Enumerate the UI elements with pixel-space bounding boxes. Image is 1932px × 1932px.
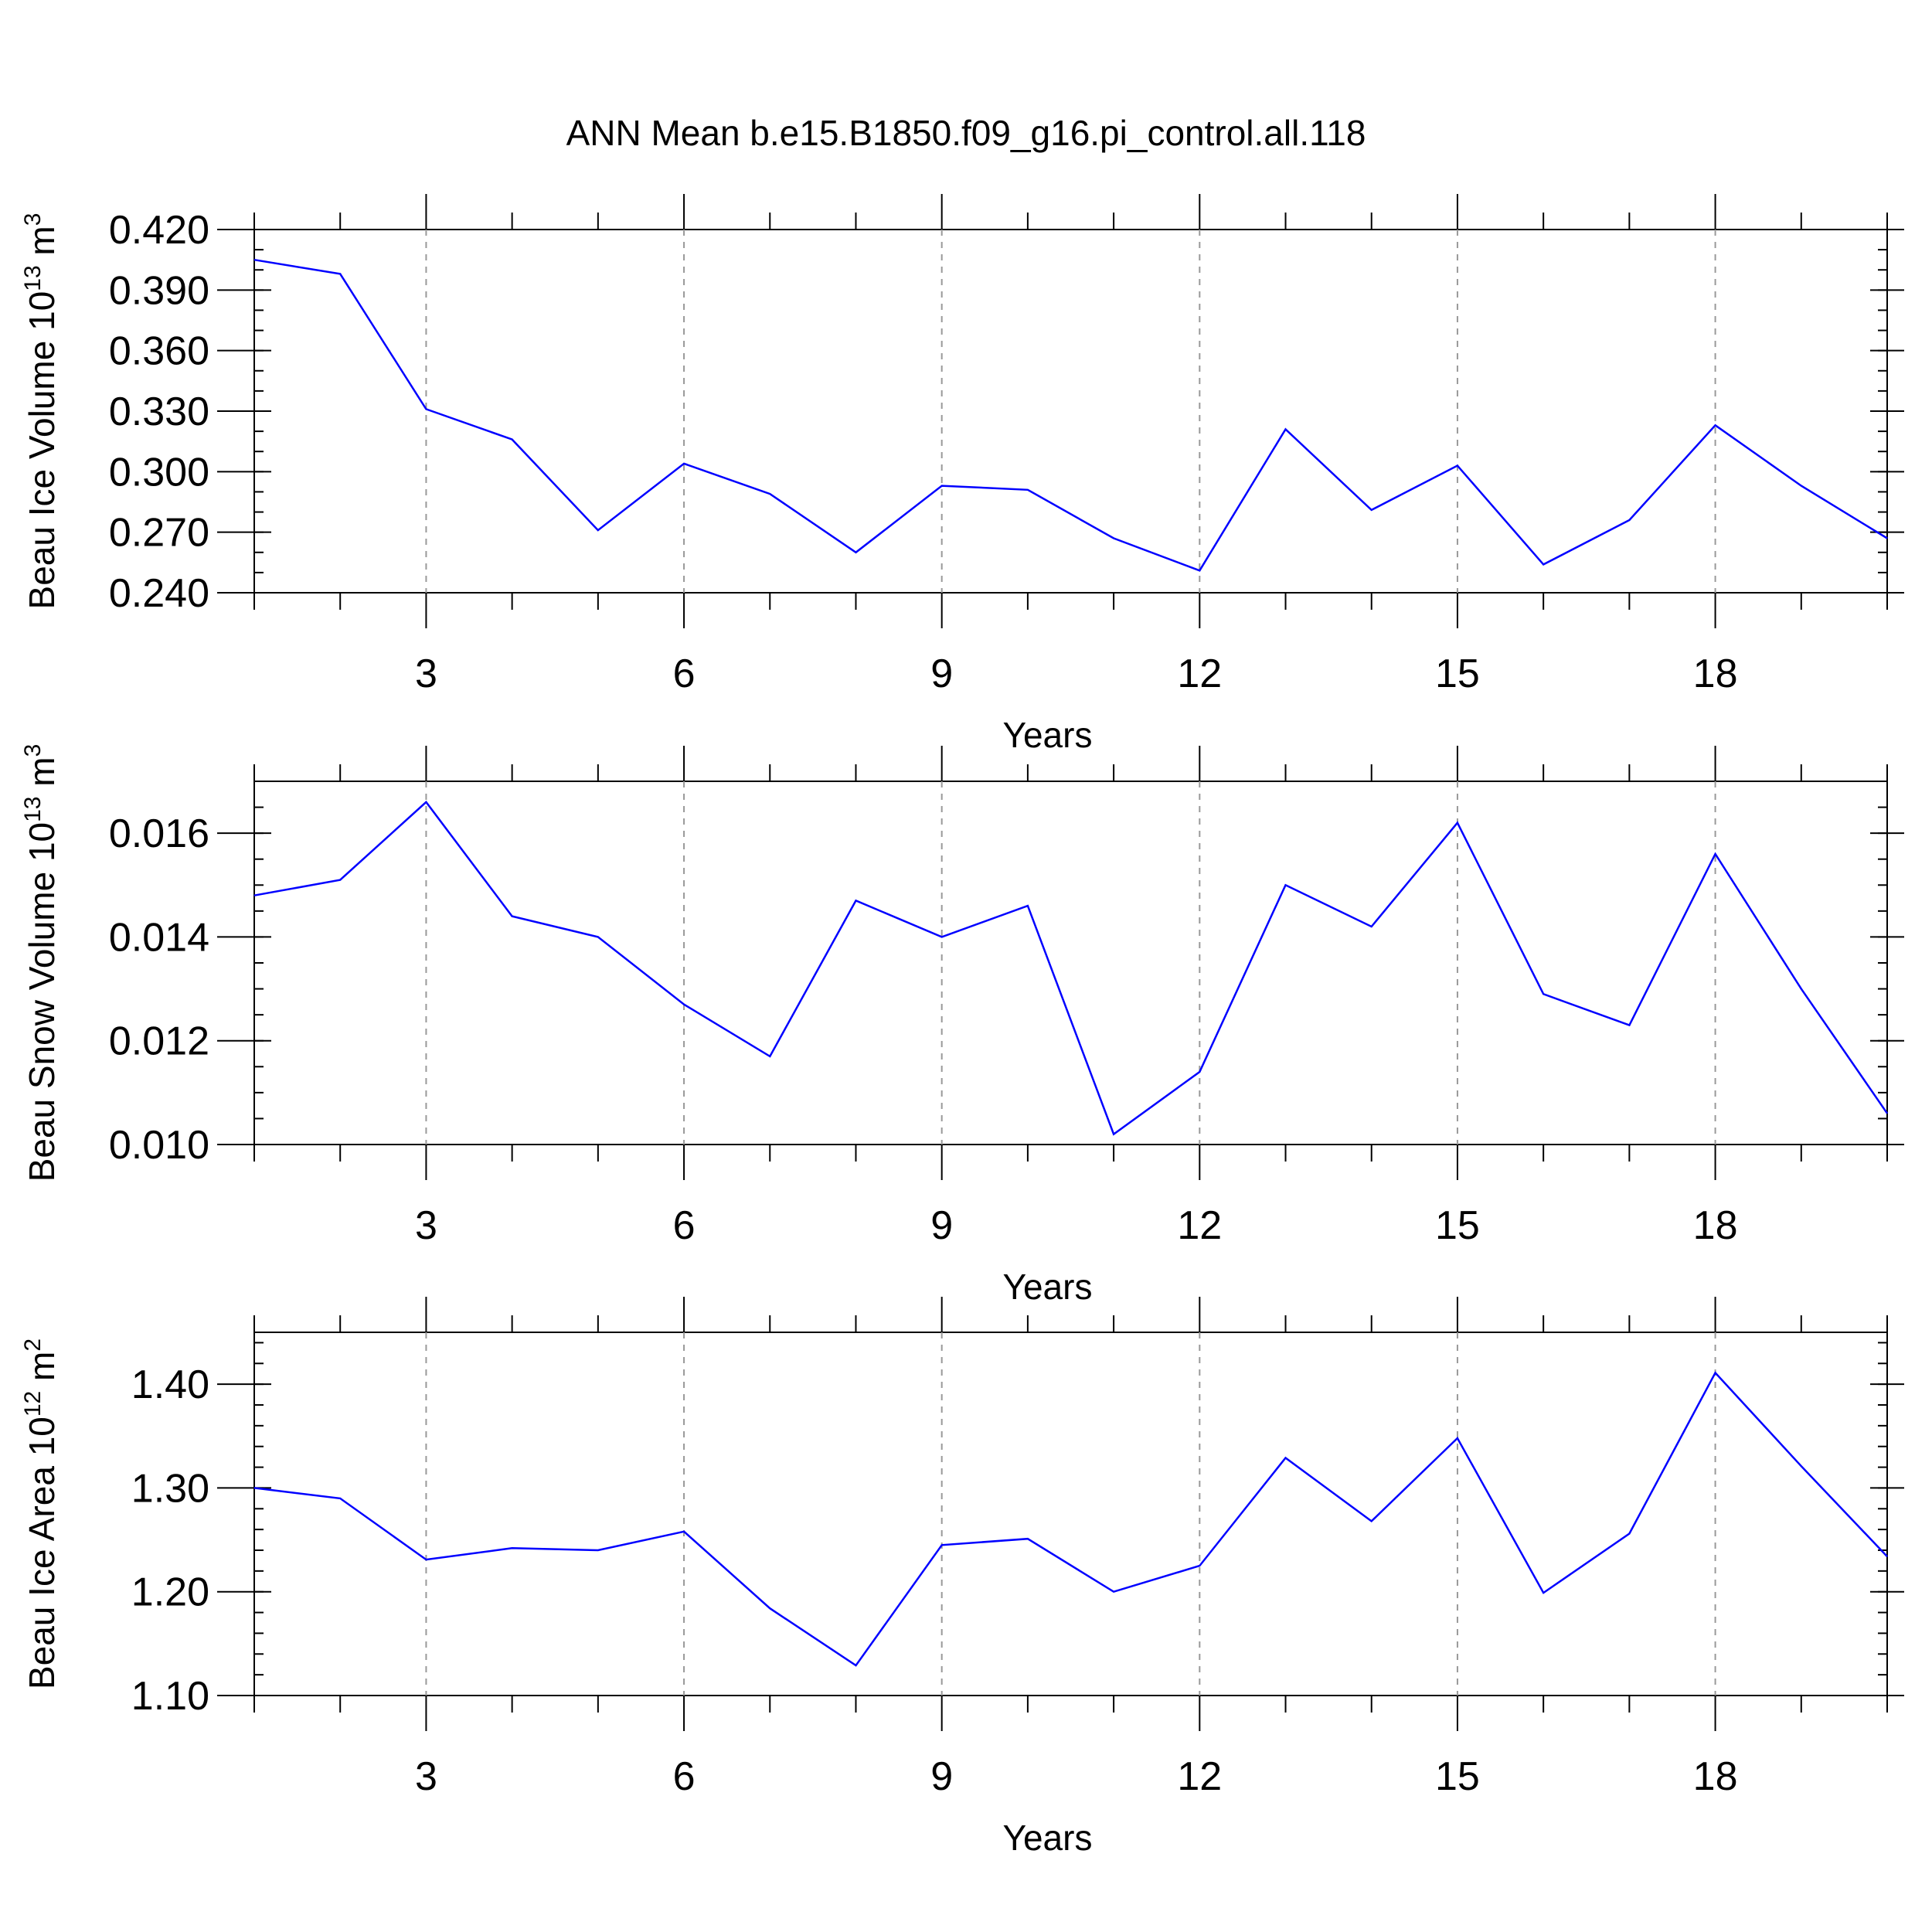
x-tick-label: 15: [1435, 1754, 1480, 1799]
x-tick-label: 6: [673, 1203, 696, 1248]
y-axis-title-unit: m: [22, 757, 62, 796]
data-point: [1628, 1533, 1630, 1535]
data-point: [1543, 993, 1544, 995]
x-tick-label: 6: [673, 1754, 696, 1799]
x-tick-label: 9: [930, 651, 953, 696]
y-tick-label: 0.010: [109, 1123, 209, 1168]
data-point: [1543, 1592, 1544, 1594]
x-tick-label: 9: [930, 1754, 953, 1799]
y-tick-label: 0.300: [109, 450, 209, 495]
x-tick-label: 18: [1693, 651, 1738, 696]
data-point: [1715, 1372, 1716, 1373]
y-tick-label: 1.40: [131, 1362, 209, 1407]
chart-panel-1: 3 6 9 12 15 18 Years 0.240 0.270 0.300 0.330 0.360 0…: [20, 194, 1904, 755]
y-tick-label: 0.016: [109, 811, 209, 856]
data-point: [425, 801, 427, 803]
data-point: [941, 485, 943, 487]
data-point: [597, 529, 599, 531]
data-point: [1457, 1437, 1458, 1439]
data-point: [339, 879, 341, 881]
data-point: [1715, 424, 1716, 426]
series-line: [253, 801, 1889, 1136]
x-tick-label: 12: [1177, 651, 1222, 696]
x-axis-title: Years: [1003, 1267, 1093, 1307]
y-axis-title-main: Beau Ice Area 10: [22, 1417, 62, 1689]
data-point: [1886, 1113, 1888, 1114]
y-tick-label: 0.390: [109, 268, 209, 313]
data-point: [1457, 465, 1458, 466]
y-axis-title-main: Beau Ice Volume 10: [22, 291, 62, 610]
y-tick-label: 1.20: [131, 1570, 209, 1615]
series-line: [253, 1371, 1888, 1667]
y-tick-label: 1.30: [131, 1466, 209, 1511]
x-tick-label: 18: [1693, 1203, 1738, 1248]
x-axis-title: Years: [1003, 1818, 1093, 1858]
data-point: [1886, 538, 1888, 539]
data-point: [597, 1549, 599, 1551]
data-point: [683, 463, 685, 464]
plot-frame: [253, 1332, 1888, 1696]
x-tick-label: 15: [1435, 1203, 1480, 1248]
y-tick-label: 0.270: [109, 511, 209, 556]
y-tick-label: 0.420: [109, 208, 209, 253]
y-axis-title-exponent: 12: [20, 1391, 46, 1417]
chart-panel-2: 3 6 9 12 15 18 Years 0.010 0.012 0.014 0.016 Beau S…: [20, 744, 1904, 1307]
data-point: [683, 1004, 685, 1005]
data-point: [1285, 429, 1287, 430]
series-line: [253, 258, 1888, 572]
x-tick-label: 6: [673, 651, 696, 696]
data-point: [855, 1665, 856, 1666]
data-point: [855, 552, 856, 553]
x-axis-title: Years: [1003, 715, 1093, 755]
data-point: [1371, 509, 1372, 511]
x-tick-label: 18: [1693, 1754, 1738, 1799]
data-point: [1543, 563, 1544, 565]
y-axis-title-unit: m: [22, 1352, 62, 1391]
y-axis-title: Beau Ice Area 1012 m2: [20, 1338, 62, 1689]
data-point: [1371, 1520, 1372, 1522]
y-axis-title-exponent: 13: [20, 265, 46, 291]
data-point: [1886, 1556, 1888, 1557]
x-tick-label: 9: [930, 1203, 953, 1248]
y-axis-title-main: Beau Snow Volume 10: [22, 822, 62, 1182]
data-point: [1628, 1025, 1630, 1026]
data-point: [1715, 853, 1716, 855]
y-axis-title-unit-exponent: 3: [20, 744, 46, 757]
y-tick-label: 0.240: [109, 571, 209, 616]
data-point: [1199, 1071, 1200, 1073]
y-tick-label: 0.330: [109, 389, 209, 434]
data-point: [1457, 822, 1458, 824]
y-tick-label: 0.360: [109, 329, 209, 374]
y-tick-label: 1.10: [131, 1674, 209, 1719]
data-point: [253, 895, 255, 896]
y-axis-title-unit: m: [22, 226, 62, 265]
x-tick-label: 3: [415, 1203, 437, 1248]
chart-panel-3: 3 6 9 12 15 18 Years 1.10 1.20 1.30 1.40 Beau Ice A…: [20, 1297, 1904, 1858]
y-axis-title-unit-exponent: 2: [20, 1338, 46, 1352]
y-tick-label: 0.012: [109, 1019, 209, 1064]
data-point: [855, 900, 856, 901]
data-point: [1285, 884, 1287, 886]
x-tick-label: 15: [1435, 651, 1480, 696]
figure-title: ANN Mean b.e15.B1850.f09_g16.pi_control.…: [566, 113, 1366, 153]
data-point: [425, 408, 427, 410]
x-tick-label: 3: [415, 1754, 437, 1799]
x-tick-label: 3: [415, 651, 437, 696]
y-axis-title-exponent: 13: [20, 796, 46, 821]
data-point: [1628, 519, 1630, 521]
panels: 3 6 9 12 15 18 Years 0.240 0.270 0.300 0.330 0.360 0…: [20, 194, 1904, 1858]
data-point: [683, 1531, 685, 1532]
y-axis-title-unit-exponent: 3: [20, 213, 46, 226]
data-point: [941, 1544, 943, 1546]
x-tick-label: 12: [1177, 1754, 1222, 1799]
y-axis-title: Beau Snow Volume 1013 m3: [20, 744, 62, 1182]
y-axis-title: Beau Ice Volume 1013 m3: [20, 213, 62, 610]
x-tick-label: 12: [1177, 1203, 1222, 1248]
y-tick-label: 0.014: [109, 915, 209, 960]
data-point: [1199, 570, 1200, 571]
data-point: [1027, 489, 1029, 491]
